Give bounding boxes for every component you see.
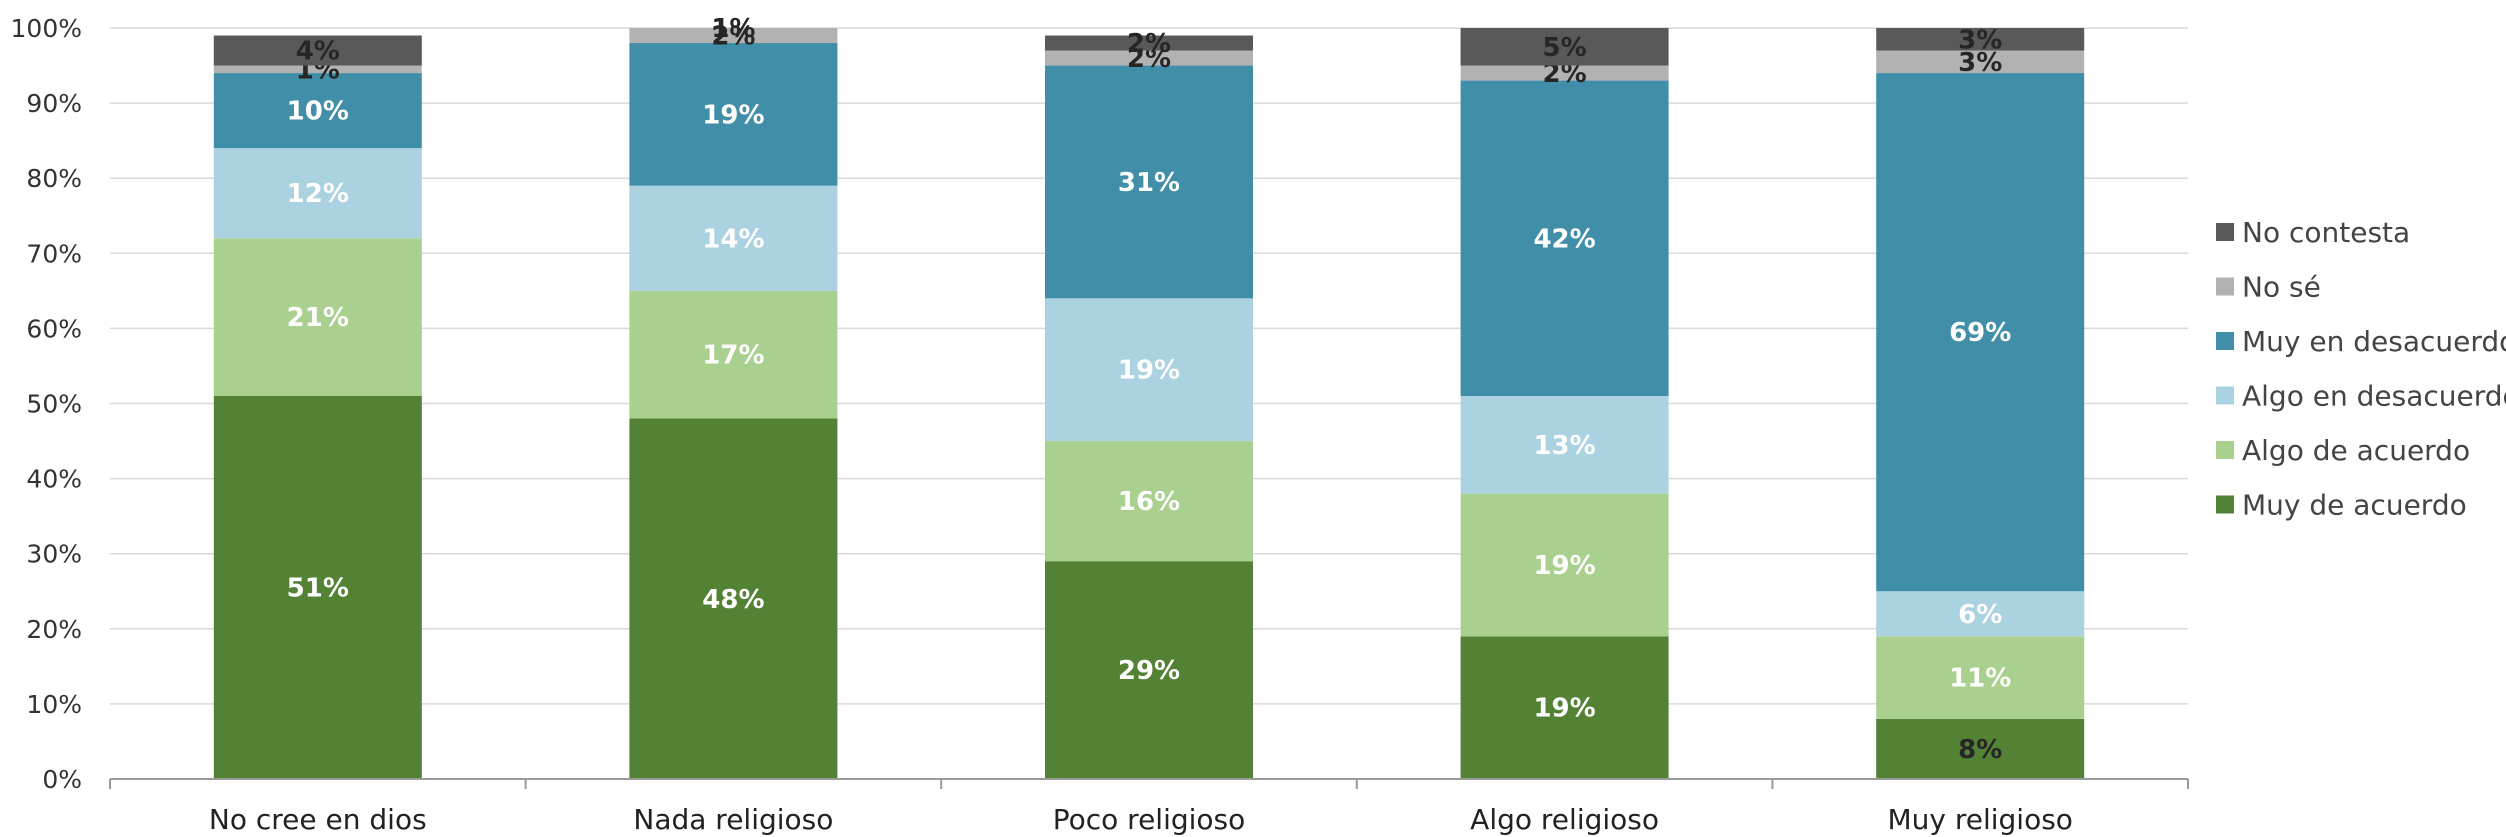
legend-item: No sé [2216, 271, 2321, 304]
bar-segment [213, 395, 422, 779]
legend-label: No contesta [2242, 216, 2410, 249]
legend-item: Muy en desacuerdo [2216, 325, 2506, 358]
bar-stack-0: 51%21%12%10%1%4% [213, 35, 422, 779]
data-label: 10% [287, 97, 349, 127]
legend-item: Algo de acuerdo [2216, 434, 2470, 467]
data-label: 6% [1958, 600, 2002, 630]
data-label: 3% [1958, 25, 2002, 55]
bar-stack-1: 48% 17% 14% 19% 2%1% [629, 14, 838, 779]
data-label: 21% [287, 303, 349, 333]
legend: No contesta No sé Muy en desacuerdo Algo en… [2216, 216, 2506, 522]
legend-label: Algo de acuerdo [2242, 434, 2470, 467]
data-label: 2% [711, 22, 755, 52]
x-category-label: Algo religioso [1470, 803, 1659, 836]
bar-segment [213, 148, 422, 239]
data-label: 3% [1958, 48, 2002, 78]
bar-segment [1876, 28, 2085, 51]
bar-segment [213, 73, 422, 149]
bar-segment [1045, 561, 1253, 779]
data-label: 13% [1533, 431, 1595, 461]
legend-item: Algo en desacuerdo [2216, 380, 2506, 413]
bar-segment [1460, 636, 1669, 779]
y-tick-label: 70% [26, 239, 82, 268]
data-label: 19% [1533, 551, 1595, 581]
bar-segment [629, 290, 838, 419]
bar-segment [1460, 395, 1669, 494]
y-tick-label: 0% [42, 765, 82, 794]
bar-stack-3: 19%19%13%42%2%5% [1460, 28, 1669, 779]
legend-label: No sé [2242, 271, 2321, 304]
data-label: 42% [1533, 224, 1595, 254]
data-label: 31% [1118, 168, 1180, 198]
data-label: 5% [1543, 33, 1587, 63]
data-label: 51% [287, 573, 349, 603]
bar-stack-4: 8% 11% 6% 69% 3%3% [1876, 25, 2085, 779]
data-label: 16% [1118, 487, 1180, 517]
bars: 51% 21% 12% 10% 1% 4% 48% 17% 14% 19% 2%1% 29% 16% 19… [213, 14, 2085, 779]
bar-segment [213, 35, 422, 66]
data-label: 14% [702, 224, 764, 254]
bar-segment [1045, 35, 1253, 51]
bar-segment [213, 65, 422, 74]
legend-item: No contesta [2216, 216, 2410, 249]
y-tick-label: 90% [26, 89, 82, 118]
data-label: 1% [711, 14, 755, 44]
data-label: 69% [1949, 318, 2011, 348]
bar-segment [1876, 718, 2085, 779]
bar-segment [1876, 50, 2085, 74]
y-tick-label: 30% [26, 540, 82, 569]
legend-swatch [2216, 223, 2234, 241]
data-label: 4% [296, 37, 340, 67]
data-label: 29% [1118, 656, 1180, 686]
bar-segment [629, 185, 838, 291]
y-tick-label: 20% [26, 615, 82, 644]
data-label: 19% [1118, 356, 1180, 386]
y-tick-label: 50% [26, 390, 82, 419]
data-label: 19% [1533, 694, 1595, 724]
y-tick-label: 10% [26, 690, 82, 719]
x-category-label: No cree en dios [209, 803, 427, 836]
bar-segment [1460, 493, 1669, 637]
y-tick-label: 40% [26, 465, 82, 494]
bar-segment [1045, 298, 1253, 442]
axes: 0% 10% 20% 30% 40% 50% 60% 70% 80% 90% 100% No cree… [11, 14, 2189, 836]
data-label: 11% [1949, 664, 2011, 694]
x-category-label: Nada religioso [633, 803, 833, 836]
bar-segment [1045, 50, 1253, 66]
x-category-label: Muy religioso [1887, 803, 2072, 836]
data-label: 19% [702, 100, 764, 130]
data-label: 2% [1127, 29, 1171, 59]
legend-item: Muy de acuerdo [2216, 489, 2467, 522]
bar-segment [1045, 65, 1253, 299]
legend-label: Algo en desacuerdo [2242, 380, 2506, 413]
legend-swatch [2216, 277, 2234, 296]
y-tick-label: 60% [26, 314, 82, 343]
bar-segment [213, 238, 422, 396]
bar-segment [1876, 636, 2085, 719]
data-label: 12% [287, 179, 349, 209]
data-label: 17% [702, 341, 764, 371]
data-label: 8% [1958, 735, 2002, 765]
legend-label: Muy en desacuerdo [2242, 325, 2506, 358]
legend-swatch [2216, 495, 2234, 514]
y-tick-label: 100% [11, 14, 82, 43]
bar-segment [629, 28, 838, 44]
bar-segment [629, 418, 838, 779]
bar-segment [1460, 80, 1669, 396]
legend-label: Muy de acuerdo [2242, 489, 2467, 522]
legend-swatch [2216, 441, 2234, 459]
data-label: 48% [702, 585, 764, 615]
bar-segment [1045, 441, 1253, 562]
bar-segment [1876, 591, 2085, 637]
legend-swatch [2216, 332, 2234, 350]
bar-segment [1876, 73, 2085, 592]
legend-swatch [2216, 386, 2234, 405]
bar-segment [1460, 28, 1669, 66]
x-category-label: Poco religioso [1053, 803, 1246, 836]
y-tick-label: 80% [26, 164, 82, 193]
bar-segment [1460, 65, 1669, 81]
bar-segment [629, 43, 838, 186]
bar-stack-2: 29%16%19%31%2%2% [1045, 29, 1253, 779]
